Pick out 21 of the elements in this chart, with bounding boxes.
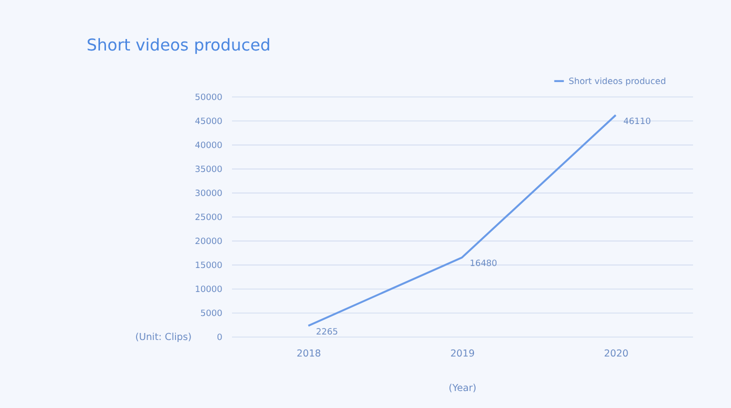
y-tick-label: 30000 <box>194 188 222 199</box>
chart-title: Short videos produced <box>86 35 271 54</box>
y-tick-label: 0 <box>216 332 222 343</box>
y-axis-title: (Unit: Clips) <box>135 332 192 343</box>
y-tick-label: 35000 <box>194 164 222 175</box>
y-tick-label: 40000 <box>194 140 222 151</box>
y-tick-label: 45000 <box>194 116 222 127</box>
data-label: 46110 <box>623 116 651 127</box>
x-axis-title: (Year) <box>448 382 476 394</box>
x-tick-label: 2020 <box>604 348 628 360</box>
y-tick-label: 10000 <box>194 284 222 295</box>
y-tick-label: 20000 <box>194 236 222 247</box>
legend-label: Short videos produced <box>568 76 666 87</box>
y-tick-label: 5000 <box>200 308 222 319</box>
x-tick-label: 2018 <box>296 348 322 360</box>
data-label: 16480 <box>470 259 498 270</box>
y-tick-label: 50000 <box>194 92 222 103</box>
x-tick-label: 2019 <box>450 348 475 360</box>
data-label: 2265 <box>316 327 338 338</box>
y-tick-label: 15000 <box>194 260 222 271</box>
y-tick-label: 25000 <box>194 212 222 223</box>
